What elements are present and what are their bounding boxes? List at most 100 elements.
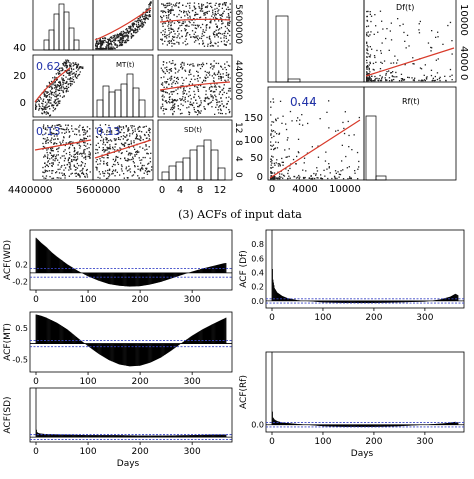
scatter-point <box>173 106 176 108</box>
scatter-point <box>430 50 432 52</box>
scatter-point <box>147 129 150 131</box>
scatter-point <box>203 45 206 47</box>
x-tick-label: 300 <box>184 377 201 387</box>
scatter-point <box>118 34 120 36</box>
scatter-point <box>99 38 101 41</box>
scatter-point <box>197 110 199 112</box>
scatter-point <box>101 41 103 43</box>
scatter-point <box>181 76 183 79</box>
scatter-point <box>168 2 171 4</box>
scatter-point <box>323 169 325 171</box>
scatter-point <box>161 69 164 71</box>
scatter-point <box>42 145 45 148</box>
y-tick-label: 0.8 <box>251 240 264 249</box>
scatter-point <box>197 39 199 41</box>
scatter-point <box>144 149 146 151</box>
scatter-point <box>60 166 62 168</box>
scatter-point <box>120 142 123 145</box>
scatter-point <box>45 175 48 177</box>
scatter-point <box>422 80 424 82</box>
scatter-point <box>184 40 186 42</box>
scatter-point <box>203 106 205 108</box>
scatter-point <box>366 71 368 73</box>
scatter-point <box>164 33 166 36</box>
scatter-point <box>271 162 273 164</box>
scatter-point <box>47 139 49 141</box>
scatter-point <box>222 4 224 6</box>
scatter-point <box>42 126 45 128</box>
scatter-point <box>227 100 229 103</box>
scatter-point <box>108 46 110 48</box>
scatter-point <box>59 125 61 127</box>
scatter-point <box>304 176 306 179</box>
scatter-point <box>42 127 45 129</box>
scatter-point <box>434 79 436 82</box>
scatter-point <box>166 17 168 19</box>
scatter-point <box>420 68 423 70</box>
scatter-point <box>42 142 44 145</box>
scatter-point <box>381 62 383 64</box>
scatter-point <box>205 27 208 29</box>
scatter-point <box>125 168 127 170</box>
scatter-point <box>131 25 134 27</box>
scatter-point <box>146 167 148 169</box>
scatter-point <box>121 170 123 172</box>
scatter-point <box>109 174 111 176</box>
scatter-point <box>225 35 227 37</box>
scatter-point <box>105 48 107 50</box>
scatter-point <box>289 110 292 113</box>
scatter-point <box>113 39 115 41</box>
scatter-point <box>173 22 176 24</box>
scatter-point <box>169 32 171 34</box>
scatter-point <box>162 105 164 107</box>
scatter-point <box>114 175 116 177</box>
scatter-point <box>149 128 151 130</box>
scatter-point <box>59 82 61 84</box>
x-axis-label: Days <box>351 449 374 459</box>
scatter-point <box>392 62 395 64</box>
scatter-point <box>59 128 61 130</box>
scatter-point <box>99 38 101 40</box>
hist-mt-bars <box>96 73 146 118</box>
scatter-point <box>62 84 64 86</box>
scatter-point <box>184 90 186 92</box>
scatter-point <box>191 10 194 12</box>
scatter-point <box>64 70 66 72</box>
scatter-point <box>390 62 392 64</box>
scatter-point <box>47 99 49 101</box>
scatter-point <box>108 147 111 150</box>
scatter-point <box>126 170 129 172</box>
scatter-point <box>226 27 228 29</box>
scatter-point <box>131 35 134 37</box>
scatter-point <box>68 83 70 85</box>
scatter-point <box>212 68 214 70</box>
scatter-point <box>194 14 196 16</box>
scatter-point <box>57 72 59 74</box>
scatter-point <box>55 85 57 87</box>
scatter-point <box>196 114 199 116</box>
scatter-point <box>321 178 324 180</box>
scatter-point <box>51 126 53 128</box>
scatter-point <box>137 23 140 25</box>
scatter-point <box>73 147 75 149</box>
scatter-point <box>80 66 82 68</box>
scatter-point <box>105 162 108 165</box>
scatter-point <box>374 80 376 82</box>
scatter-point <box>39 106 41 108</box>
scatter-point <box>282 161 284 163</box>
scatter-point <box>141 167 143 169</box>
scatter-point <box>54 107 57 110</box>
scatter-point <box>142 168 144 170</box>
scatter-point <box>366 59 368 62</box>
scatter-point <box>143 16 145 18</box>
scatter-point <box>366 80 368 82</box>
scatter-point <box>201 23 204 26</box>
scatter-point <box>285 123 287 125</box>
scatter-point <box>181 22 183 25</box>
scatter-point <box>70 80 72 82</box>
scatter-point <box>178 13 180 16</box>
scatter-point <box>366 52 368 54</box>
scatter-point <box>51 137 53 139</box>
scatter-point <box>225 72 228 74</box>
